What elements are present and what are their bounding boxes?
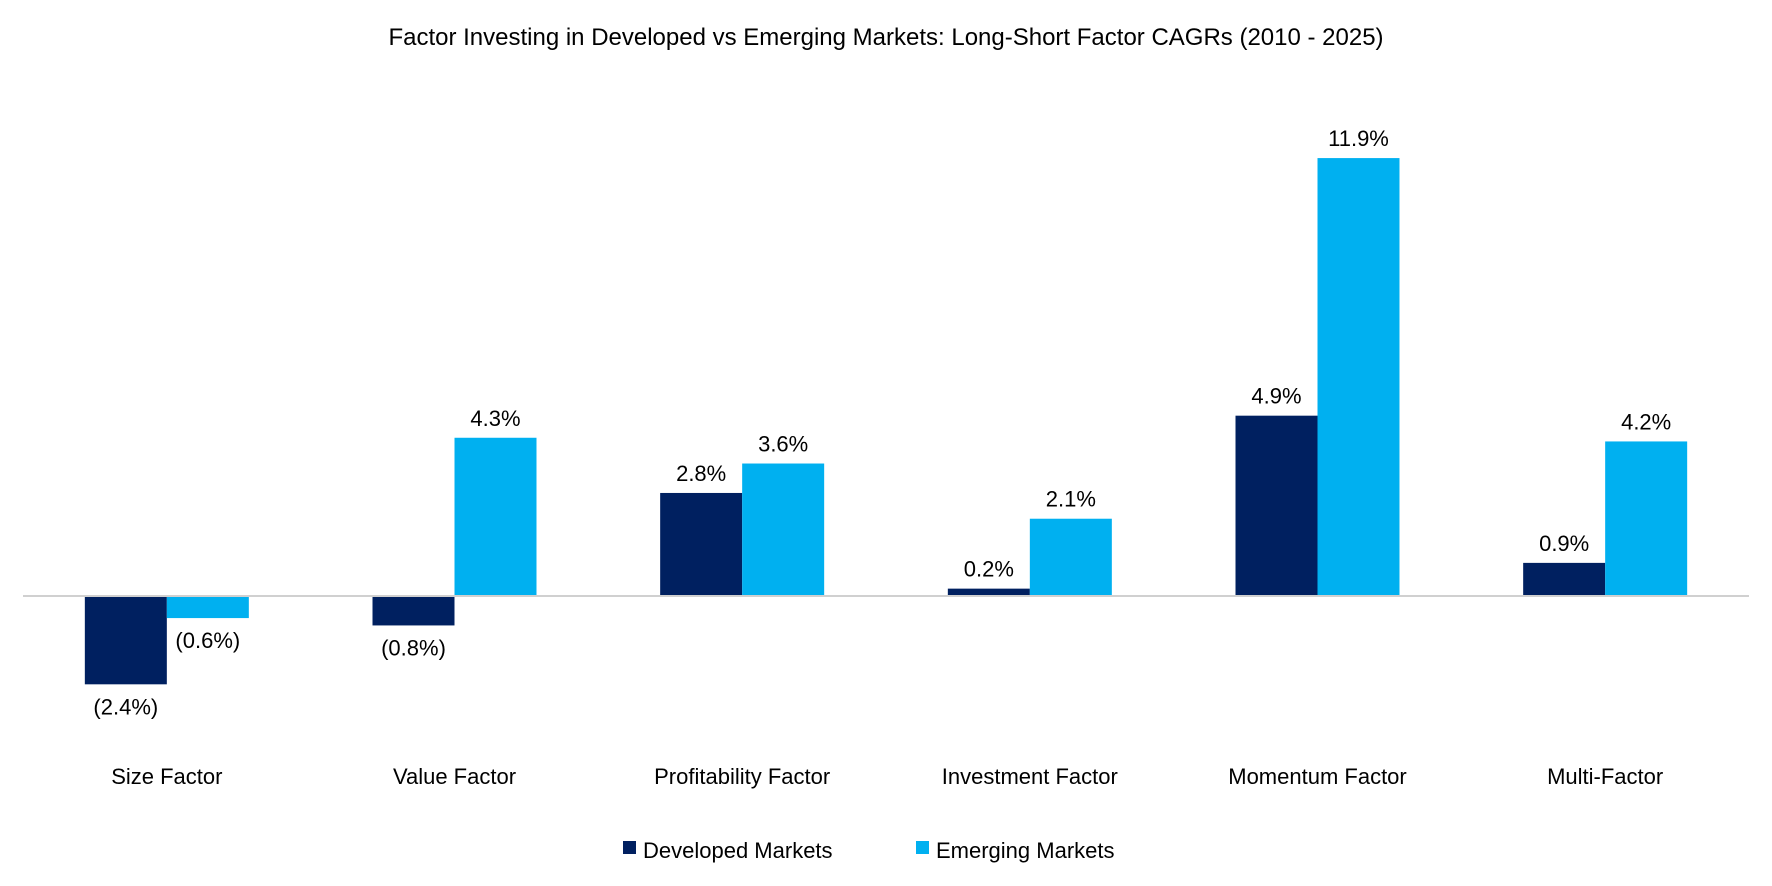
category-label: Value Factor bbox=[393, 764, 516, 789]
bar-emerging-markets-2 bbox=[742, 463, 825, 596]
bar-developed-markets-5 bbox=[1523, 562, 1606, 596]
legend-swatch bbox=[623, 841, 636, 854]
data-label: 4.2% bbox=[1621, 409, 1671, 434]
bar-emerging-markets-5 bbox=[1605, 441, 1688, 596]
legend-label: Emerging Markets bbox=[936, 838, 1115, 863]
data-label: 4.3% bbox=[470, 406, 520, 431]
data-label: 4.9% bbox=[1251, 384, 1301, 409]
data-label: 2.8% bbox=[676, 461, 726, 486]
data-label: 3.6% bbox=[758, 432, 808, 457]
legend: Developed Markets Emerging Markets bbox=[623, 838, 1115, 863]
bar-emerging-markets-0 bbox=[166, 596, 249, 619]
data-label: (2.4%) bbox=[93, 694, 158, 719]
chart-title: Factor Investing in Developed vs Emergin… bbox=[388, 24, 1383, 51]
bars-group bbox=[84, 158, 1688, 685]
category-label: Size Factor bbox=[111, 764, 222, 789]
category-label: Investment Factor bbox=[942, 764, 1118, 789]
data-label: (0.8%) bbox=[381, 635, 446, 660]
bar-emerging-markets-4 bbox=[1317, 158, 1400, 596]
labels-group: (2.4%) (0.6%) Size Factor (0.8%) 4.3% Value F… bbox=[93, 126, 1671, 789]
legend-swatch bbox=[916, 841, 929, 854]
legend-label: Developed Markets bbox=[643, 838, 833, 863]
data-label: 0.2% bbox=[964, 557, 1014, 582]
bar-developed-markets-0 bbox=[84, 596, 167, 685]
data-label: (0.6%) bbox=[175, 628, 240, 653]
bar-developed-markets-1 bbox=[372, 596, 455, 626]
bar-developed-markets-4 bbox=[1235, 415, 1318, 596]
data-label: 2.1% bbox=[1046, 487, 1096, 512]
data-label: 11.9% bbox=[1328, 126, 1389, 151]
data-label: 0.9% bbox=[1539, 531, 1589, 556]
category-label: Profitability Factor bbox=[654, 764, 830, 789]
bar-developed-markets-3 bbox=[947, 588, 1030, 596]
bar-developed-markets-2 bbox=[660, 492, 743, 596]
category-label: Multi-Factor bbox=[1547, 764, 1663, 789]
bar-emerging-markets-3 bbox=[1029, 518, 1112, 596]
category-label: Momentum Factor bbox=[1228, 764, 1407, 789]
bar-emerging-markets-1 bbox=[454, 437, 537, 596]
